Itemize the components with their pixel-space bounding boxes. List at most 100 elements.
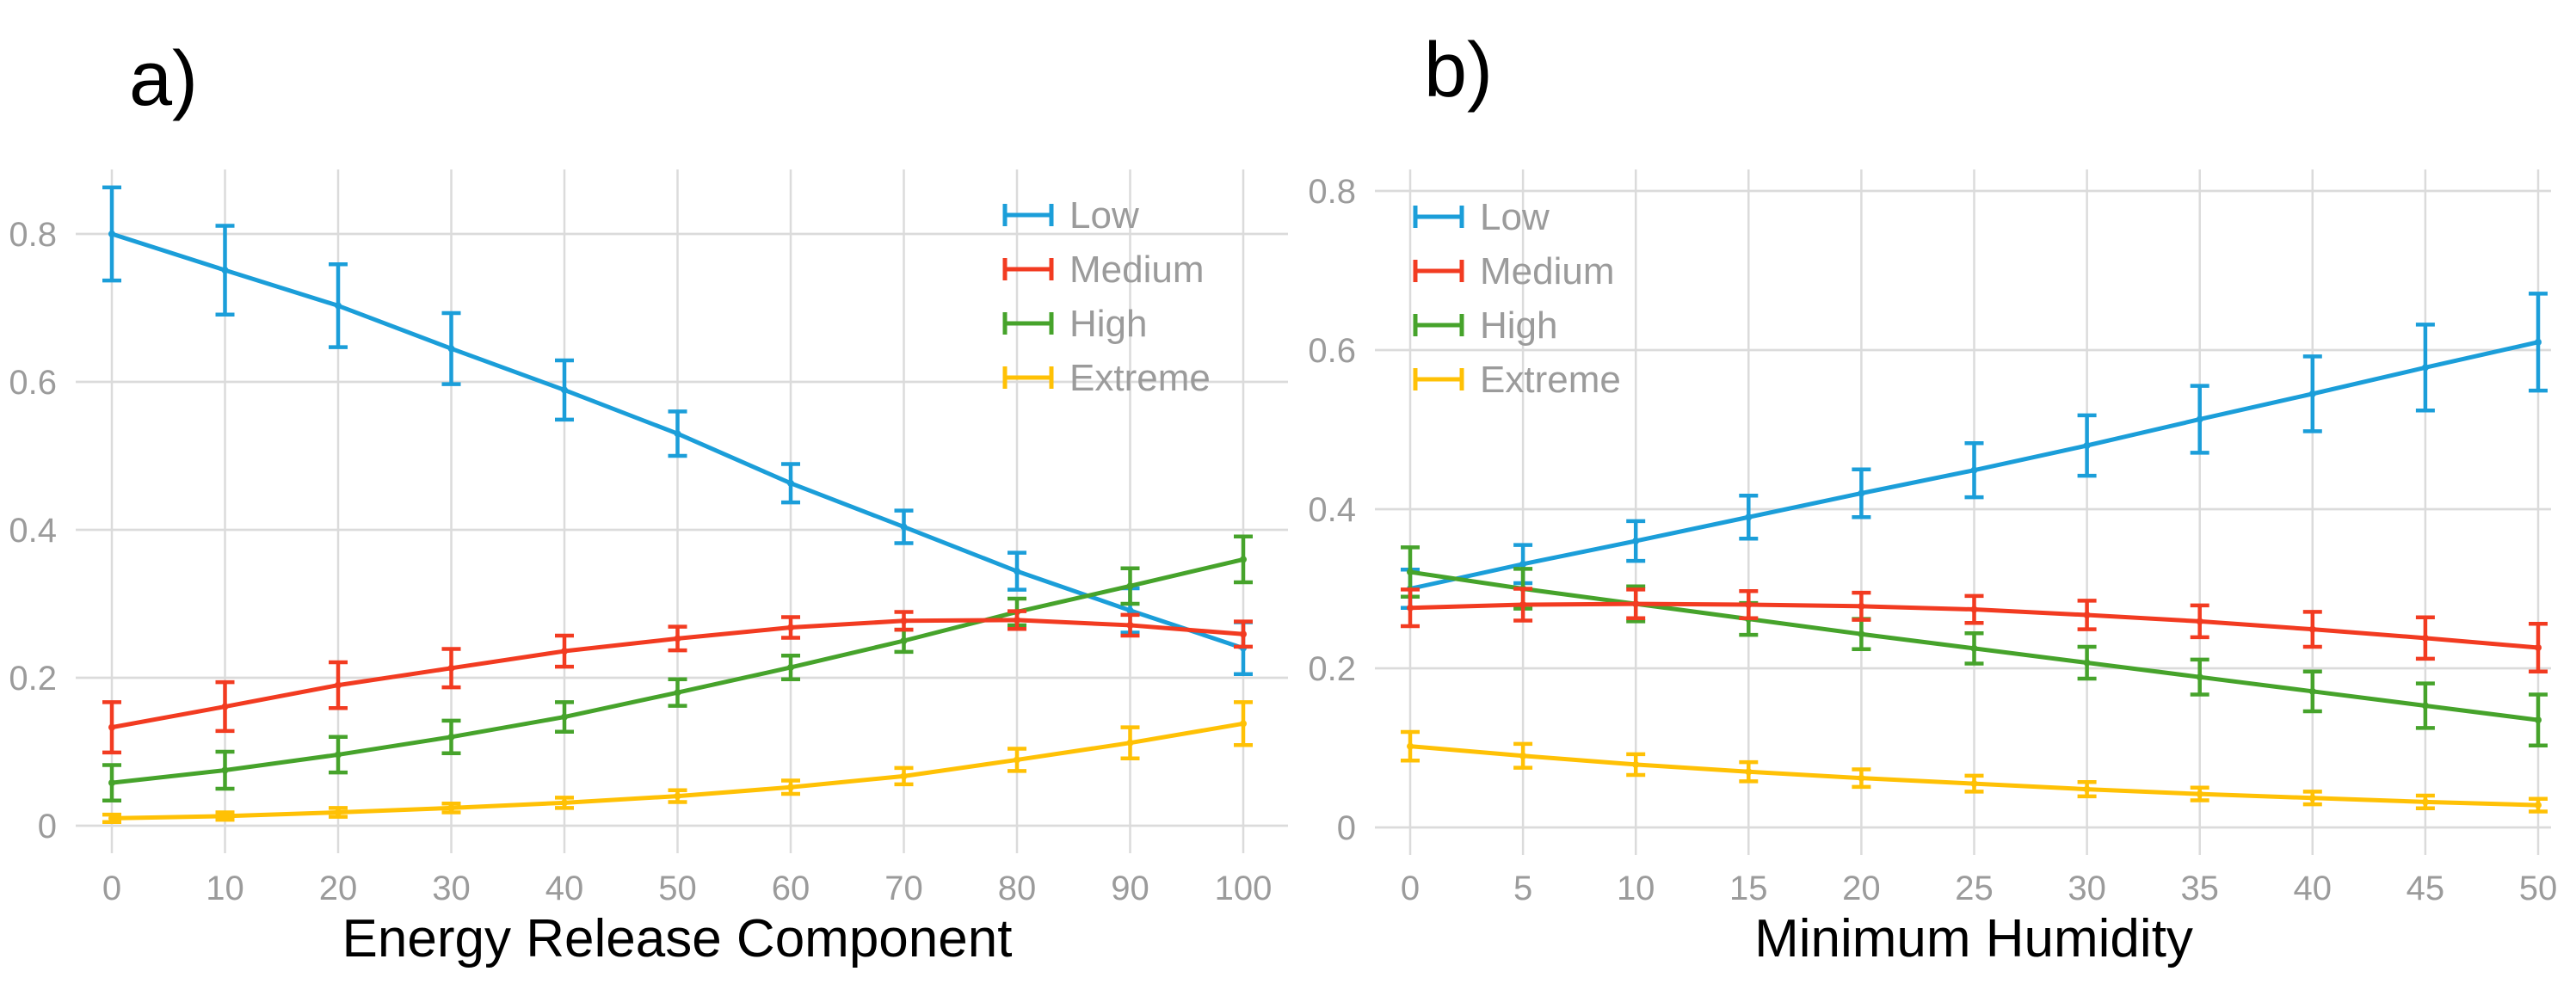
legend-item-low: Low [1413,196,1550,238]
data-point-marker [1240,630,1247,638]
data-point-marker [2083,612,2091,619]
x-tick-label: 25 [1955,870,1994,907]
panel-b-label: b) [1424,28,1493,114]
legend-item-extreme: Extreme [1002,357,1211,399]
data-point-marker [335,681,342,689]
legend: Low Medium High Extreme [1413,196,1621,401]
x-tick-label: 45 [2407,870,2445,907]
data-point-marker [900,523,908,531]
data-point-marker [674,430,681,438]
legend-item-extreme: Extreme [1413,359,1621,401]
data-point-marker [1126,739,1134,747]
data-point-marker [447,804,455,812]
data-point-marker [1970,466,1978,474]
data-point-marker [2535,802,2542,809]
data-point-marker [561,799,568,807]
data-point-marker [335,302,342,310]
data-point-marker [2535,716,2542,724]
legend-item-high: High [1002,303,1148,345]
x-tick-label: 5 [1513,870,1532,907]
data-point-marker [1745,601,1753,608]
data-point-marker [447,733,455,741]
x-tick-label: 0 [102,870,121,907]
x-tick-label: 35 [2180,870,2219,907]
x-tick-label: 50 [658,870,697,907]
series-medium [102,609,1253,755]
data-point-marker [2196,790,2203,798]
x-tick-label: 15 [1729,870,1768,907]
data-point-marker [787,663,794,671]
data-point-marker [2535,338,2542,346]
data-point-marker [221,812,229,820]
x-tick-label: 100 [1215,870,1273,907]
y-tick-label: 0.6 [1308,332,1356,370]
data-point-marker [1126,621,1134,629]
data-point-marker [1970,606,1978,613]
data-point-marker [1858,774,1865,782]
data-point-marker [1240,720,1247,728]
data-point-marker [2196,673,2203,681]
data-point-marker [1014,616,1020,624]
data-point-marker [787,624,794,631]
data-point-marker [1126,582,1134,590]
x-axis-title-energy-release-component: Energy Release Component [342,909,1013,968]
panel-a: 0 0.2 0.4 0.6 0.8 0 10 20 30 40 50 60 70 80 90 100 Low Me… [9,169,1288,907]
y-tick-label: 0.8 [1308,173,1356,211]
y-tick-label: 0.2 [9,660,57,698]
legend-item-medium: Medium [1002,249,1205,291]
x-tick-label: 40 [2294,870,2333,907]
y-tick-label: 0.2 [1308,650,1356,688]
data-point-marker [1858,630,1865,638]
data-point-marker [900,617,908,624]
data-point-marker [787,784,794,791]
panel-a-label: a) [129,36,198,122]
legend-item-low: Low [1002,194,1139,237]
data-point-marker [335,808,342,816]
legend-label-high: High [1480,304,1558,347]
data-point-marker [335,751,342,759]
data-point-marker [221,267,229,274]
data-point-marker [2308,794,2316,802]
data-point-marker [1407,569,1414,576]
data-point-marker [447,345,455,353]
panel-b: 0 0.2 0.4 0.6 0.8 0 5 10 15 20 25 30 35 40 45 50 Low Medi… [1308,169,2557,907]
legend-label-low: Low [1480,196,1550,238]
data-point-marker [1014,568,1020,575]
data-point-marker [674,792,681,800]
legend-label-medium: Medium [1480,250,1615,292]
data-point-marker [900,772,908,780]
data-point-marker [2421,634,2429,642]
data-point-marker [1632,760,1640,768]
data-point-marker [1240,556,1247,563]
x-tick-label: 30 [2068,870,2106,907]
legend-label-high: High [1069,303,1148,345]
data-point-marker [561,386,568,394]
data-point-marker [1519,560,1527,568]
data-point-marker [2421,702,2429,710]
data-point-marker [2083,442,2091,449]
data-point-marker [108,723,115,731]
y-tick-label: 0.6 [9,364,57,402]
data-point-marker [108,779,115,787]
legend-item-medium: Medium [1413,250,1615,292]
data-point-marker [221,766,229,774]
data-point-marker [2535,643,2542,651]
horizontal-gridlines [1375,189,2551,829]
data-point-marker [221,703,229,710]
x-tick-label: 50 [2519,870,2558,907]
series-extreme [1401,729,2548,814]
data-point-marker [2421,798,2429,806]
x-tick-label: 20 [319,870,358,907]
y-tick-label: 0.4 [1308,491,1356,529]
data-point-marker [1970,644,1978,652]
data-point-marker [108,815,115,822]
data-point-marker [447,664,455,672]
legend-label-medium: Medium [1069,249,1205,291]
data-point-marker [1126,606,1134,614]
y-tick-label: 0 [1337,809,1356,847]
data-point-marker [674,635,681,642]
legend-label-low: Low [1069,194,1139,237]
x-tick-label: 60 [772,870,810,907]
